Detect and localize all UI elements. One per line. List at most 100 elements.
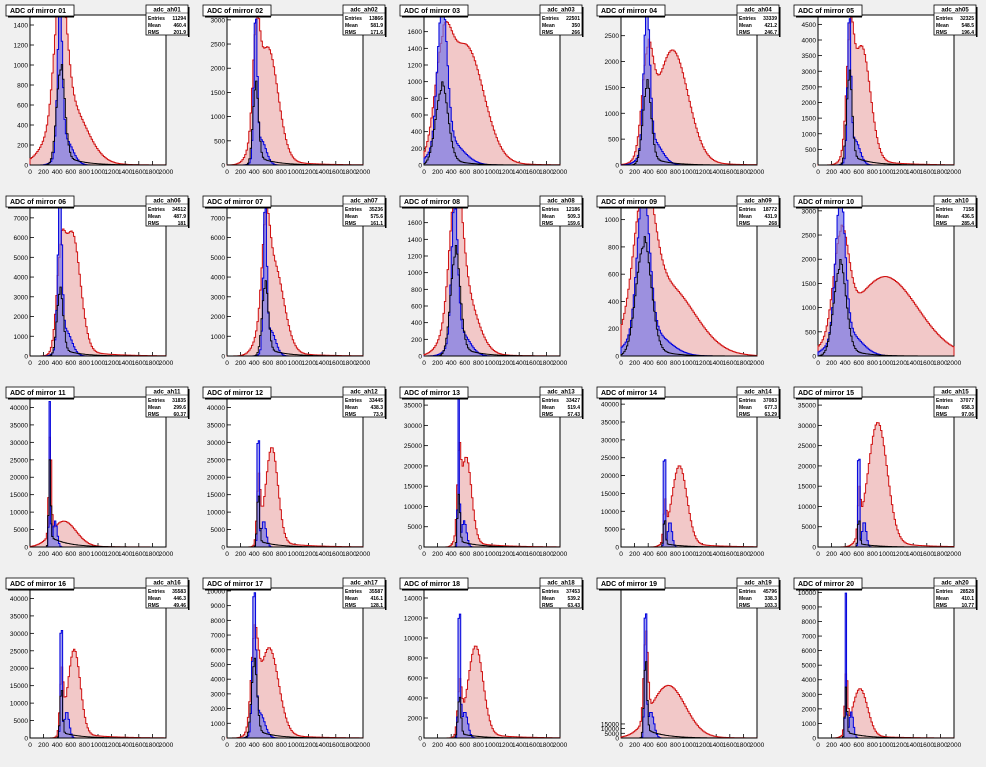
x-tick-label: 1600 (723, 360, 738, 367)
x-tick-label: 1400 (906, 742, 921, 749)
black-histogram (423, 81, 561, 166)
x-tick-label: 1000 (288, 360, 303, 367)
stats-name: adc_ah01 (153, 8, 181, 14)
stats-label: RMS (739, 603, 751, 609)
stats-name: adc_ah17 (350, 581, 378, 587)
stats-value: 10.77 (961, 603, 974, 609)
x-tick-label: 1200 (892, 742, 907, 749)
stats-value: 28528 (960, 589, 974, 595)
x-tick-label: 600 (853, 742, 864, 749)
x-tick-label: 0 (619, 551, 623, 558)
stats-label: RMS (739, 30, 751, 36)
x-tick-label: 200 (38, 742, 49, 749)
y-tick-label: 3000 (211, 17, 226, 24)
x-tick-label: 1000 (682, 742, 697, 749)
x-tick-label: 0 (28, 360, 32, 367)
stats-value: 539.2 (567, 596, 580, 602)
y-tick-label: 20000 (601, 473, 619, 480)
x-tick-label: 1800 (145, 360, 160, 367)
stats-value: 196.4 (961, 30, 974, 36)
y-tick-label: 0 (221, 736, 225, 743)
y-tick-label: 8000 (802, 619, 817, 626)
y-tick-label: 5000 (605, 527, 620, 534)
x-tick-label: 600 (65, 360, 76, 367)
x-tick-label: 1200 (498, 551, 513, 558)
x-tick-label: 200 (38, 360, 49, 367)
stats-box: adc_ah17 Entries 35587 Mean 416.1 RMS 128.1 (342, 577, 387, 610)
x-tick-label: 600 (262, 742, 273, 749)
stats-value: 73.9 (373, 412, 383, 418)
stats-value: 60.37 (173, 412, 186, 418)
x-tick-label: 800 (867, 551, 878, 558)
y-tick-label: 3000 (211, 691, 226, 698)
stats-box: adc_ah19 Entries 45796 Mean 338.3 RMS 103.3 (736, 577, 781, 610)
x-tick-label: 1800 (736, 551, 751, 558)
y-tick-label: 15000 (601, 491, 619, 498)
stats-value: 63.43 (567, 603, 580, 609)
y-tick-label: 4000 (211, 677, 226, 684)
x-tick-label: 400 (840, 551, 851, 558)
histogram-svg: 0 5000 10000 15000 20000 25000 30000 35000 0 200 4… (792, 385, 984, 571)
x-tick-label: 1400 (709, 551, 724, 558)
y-tick-label: 2000 (802, 257, 817, 264)
y-tick-label: 35000 (10, 613, 28, 620)
y-tick-label: 4000 (802, 38, 817, 45)
y-tick-label: 0 (221, 163, 225, 170)
x-tick-label: 600 (656, 360, 667, 367)
histogram-pad-15: 0 5000 10000 15000 20000 25000 30000 35000 0 200 4… (792, 385, 984, 576)
y-tick-label: 2000 (14, 314, 29, 321)
y-tick-label: 800 (411, 287, 422, 294)
x-tick-label: 0 (816, 169, 820, 176)
stats-name: adc_ah05 (941, 8, 969, 14)
y-tick-label: 1400 (408, 237, 423, 244)
x-tick-label: 2000 (947, 360, 962, 367)
stats-label: Mean (542, 214, 555, 220)
stats-value: 246.7 (764, 30, 777, 36)
chart-title: ADC of mirror 05 (798, 8, 854, 15)
x-tick-label: 400 (446, 360, 457, 367)
title-box: ADC of mirror 13 (399, 386, 469, 400)
stats-box: adc_ah03 Entries 22501 Mean 350 RMS 266 (539, 4, 584, 37)
stats-label: RMS (345, 30, 357, 36)
stats-value: 487.9 (173, 214, 186, 220)
title-box: ADC of mirror 12 (202, 386, 272, 400)
title-box: ADC of mirror 03 (399, 4, 469, 18)
stats-value: 11294 (172, 16, 186, 22)
x-tick-label: 1800 (933, 169, 948, 176)
title-box: ADC of mirror 11 (5, 386, 75, 400)
plot-frame (423, 396, 561, 548)
stats-value: 171.6 (370, 30, 383, 36)
y-tick-label: 20000 (10, 666, 28, 673)
title-box: ADC of mirror 14 (596, 386, 666, 400)
histogram-svg: 0500010000150002000025000300003500040000… (4, 576, 196, 762)
stats-value: 575.6 (370, 214, 383, 220)
stats-label: Entries (148, 589, 165, 595)
x-tick-label: 400 (643, 169, 654, 176)
stats-value: 103.3 (764, 603, 777, 609)
y-tick-label: 1000 (408, 270, 423, 277)
black-histogram (620, 236, 758, 357)
y-tick-label: 15000 (601, 721, 619, 728)
black-histogram (424, 493, 561, 548)
y-tick-label: 4500 (802, 22, 817, 29)
stats-label: Mean (345, 214, 358, 220)
black-histogram (30, 286, 167, 357)
y-tick-label: 10000 (207, 510, 225, 517)
x-tick-label: 1400 (118, 742, 133, 749)
x-tick-label: 600 (853, 360, 864, 367)
y-tick-label: 0 (221, 354, 225, 361)
x-tick-label: 1200 (695, 169, 710, 176)
y-tick-label: 35000 (798, 403, 816, 410)
chart-title: ADC of mirror 20 (798, 581, 854, 588)
chart-title: ADC of mirror 12 (207, 390, 263, 397)
plot-frame (226, 396, 364, 548)
stats-value: 436.5 (961, 214, 974, 220)
black-histogram (424, 696, 561, 739)
histogram-pad-10: 0 500 1000 1500 2000 2500 3000 0 200 400 600 800 100… (792, 194, 984, 385)
x-tick-label: 1400 (906, 551, 921, 558)
x-tick-label: 2000 (750, 360, 765, 367)
stats-box: adc_ah05 Entries 32325 Mean 548.5 RMS 196.4 (933, 4, 978, 37)
x-tick-label: 0 (28, 742, 32, 749)
y-tick-label: 2000 (211, 314, 226, 321)
x-tick-label: 600 (65, 169, 76, 176)
